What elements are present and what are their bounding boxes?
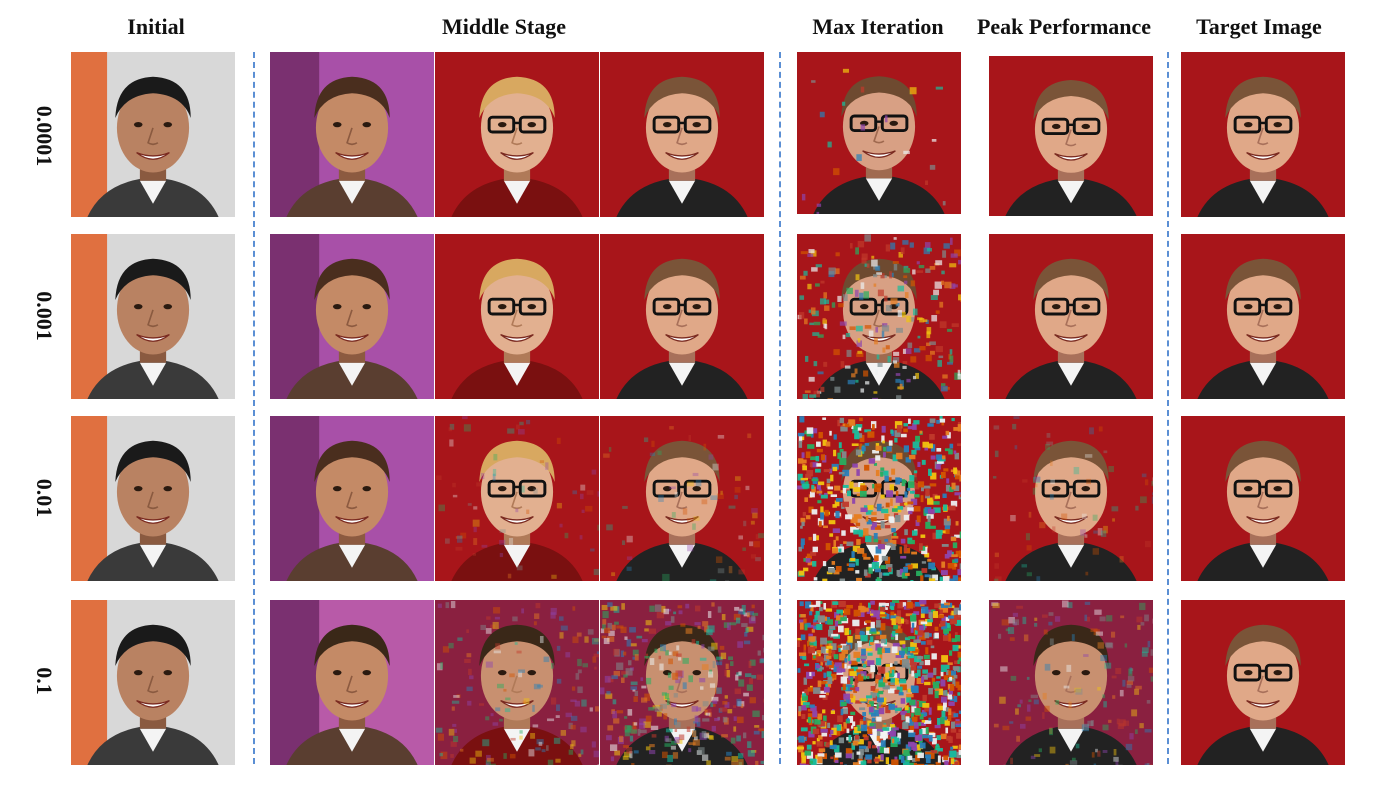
- face-image-peak-performance-row-1: [989, 56, 1153, 216]
- face-image-max-iteration-row-2: [797, 234, 961, 399]
- face-drawing: [600, 416, 764, 581]
- header-peak-performance: Peak Performance: [976, 14, 1152, 39]
- face-image-peak-performance-row-4: [989, 600, 1153, 765]
- header-target-image: Target Image: [1196, 14, 1322, 39]
- face-drawing: [71, 52, 235, 217]
- face-drawing: [435, 52, 599, 217]
- row-label-0.001: 0.001: [32, 291, 57, 341]
- face-drawing: [600, 600, 764, 765]
- face-drawing: [989, 234, 1153, 399]
- face-image-middle-3-row-3: [600, 416, 764, 581]
- face-drawing: [71, 234, 235, 399]
- header-initial: Initial: [127, 14, 185, 39]
- face-image-max-iteration-row-1: [797, 52, 961, 214]
- face-drawing: [71, 600, 235, 765]
- face-drawing: [1181, 52, 1345, 217]
- face-drawing: [435, 600, 599, 765]
- face-drawing: [270, 600, 434, 765]
- face-image-max-iteration-row-4: [797, 600, 961, 765]
- face-drawing: [270, 52, 434, 217]
- row-label-0.1: 0.1: [32, 667, 57, 695]
- face-drawing: [1181, 416, 1345, 581]
- face-image-middle-1-row-2: [270, 234, 434, 399]
- face-image-middle-1-row-4: [270, 600, 434, 765]
- face-image-initial-row-3: [71, 416, 235, 581]
- face-drawing: [600, 52, 764, 217]
- face-image-peak-performance-row-2: [989, 234, 1153, 399]
- face-drawing: [989, 56, 1153, 216]
- face-image-peak-performance-row-3: [989, 416, 1153, 581]
- face-image-max-iteration-row-3: [797, 416, 961, 581]
- face-drawing: [989, 600, 1153, 765]
- header-max-iteration: Max Iteration: [812, 14, 944, 39]
- separator-after-middle: [779, 52, 781, 764]
- face-image-target-image-row-2: [1181, 234, 1345, 399]
- separator-after-initial: [253, 52, 255, 764]
- face-image-middle-3-row-4: [600, 600, 764, 765]
- face-image-middle-2-row-1: [435, 52, 599, 217]
- face-image-initial-row-2: [71, 234, 235, 399]
- face-image-middle-1-row-3: [270, 416, 434, 581]
- face-drawing: [71, 416, 235, 581]
- face-image-target-image-row-4: [1181, 600, 1345, 765]
- face-image-middle-3-row-1: [600, 52, 764, 217]
- face-image-initial-row-4: [71, 600, 235, 765]
- row-label-0.0001: 0.0001: [32, 105, 57, 167]
- face-image-middle-2-row-2: [435, 234, 599, 399]
- face-image-middle-1-row-1: [270, 52, 434, 217]
- row-label-0.01: 0.01: [32, 478, 57, 518]
- face-image-initial-row-1: [71, 52, 235, 217]
- face-drawing: [797, 52, 961, 214]
- face-drawing: [797, 416, 961, 581]
- face-image-middle-3-row-2: [600, 234, 764, 399]
- face-drawing: [600, 234, 764, 399]
- face-drawing: [989, 416, 1153, 581]
- face-drawing: [435, 234, 599, 399]
- face-drawing: [1181, 600, 1345, 765]
- face-image-target-image-row-3: [1181, 416, 1345, 581]
- separator-before-target: [1167, 52, 1169, 764]
- face-drawing: [435, 416, 599, 581]
- face-image-middle-2-row-4: [435, 600, 599, 765]
- face-image-target-image-row-1: [1181, 52, 1345, 217]
- face-image-middle-2-row-3: [435, 416, 599, 581]
- face-drawing: [270, 416, 434, 581]
- face-drawing: [797, 600, 961, 765]
- face-drawing: [270, 234, 434, 399]
- face-drawing: [797, 234, 961, 399]
- face-drawing: [1181, 234, 1345, 399]
- header-middle-stage: Middle Stage: [441, 14, 567, 39]
